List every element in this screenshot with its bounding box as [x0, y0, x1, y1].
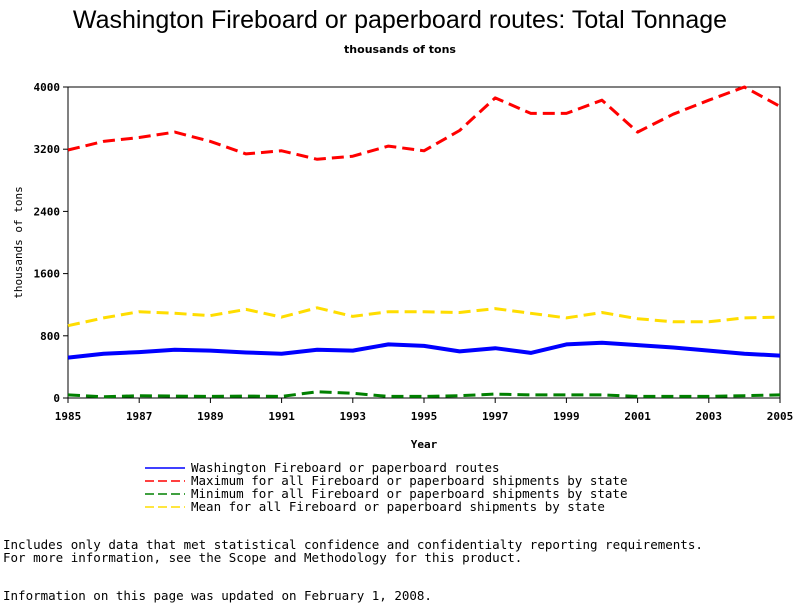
legend-label-0: Washington Fireboard or paperboard route… [191, 460, 500, 475]
y-tick-label: 4000 [34, 81, 61, 94]
series-line-1 [67, 85, 781, 161]
y-tick-label: 2400 [34, 205, 61, 218]
y-tick-label: 1600 [34, 268, 61, 281]
x-tick-label: 1989 [197, 410, 224, 423]
series-line-2 [67, 390, 781, 399]
x-tick-label: 1987 [126, 410, 153, 423]
y-tick-label: 3200 [34, 143, 61, 156]
x-tick-label: 2001 [624, 410, 651, 423]
chart-subtitle: thousands of tons [344, 43, 456, 56]
y-tick-label: 0 [53, 392, 60, 405]
update-note: Information on this page was updated on … [3, 588, 432, 603]
x-tick-label: 2005 [767, 410, 794, 423]
legend-label-3: Mean for all Fireboard or paperboard shi… [191, 499, 605, 514]
x-tick-label: 1993 [340, 410, 367, 423]
x-axis-label: Year [411, 438, 438, 451]
legend-label-2: Minimum for all Fireboard or paperboard … [191, 486, 628, 501]
confidence-note: Includes only data that met statistical … [3, 537, 703, 552]
x-tick-label: 1999 [553, 410, 580, 423]
chart-title: Washington Fireboard or paperboard route… [72, 6, 728, 34]
y-tick-label: 800 [40, 330, 60, 343]
x-tick-label: 1991 [268, 410, 295, 423]
series-line-3 [67, 306, 781, 328]
x-tick-label: 1997 [482, 410, 509, 423]
x-tick-label: 1985 [55, 410, 82, 423]
x-tick-label: 2003 [696, 410, 723, 423]
x-tick-label: 1995 [411, 410, 438, 423]
legend-label-1: Maximum for all Fireboard or paperboard … [191, 473, 628, 488]
series-line-0 [67, 340, 781, 360]
y-axis-label: thousands of tons [12, 186, 25, 299]
methodology-note: For more information, see the Scope and … [3, 550, 523, 565]
